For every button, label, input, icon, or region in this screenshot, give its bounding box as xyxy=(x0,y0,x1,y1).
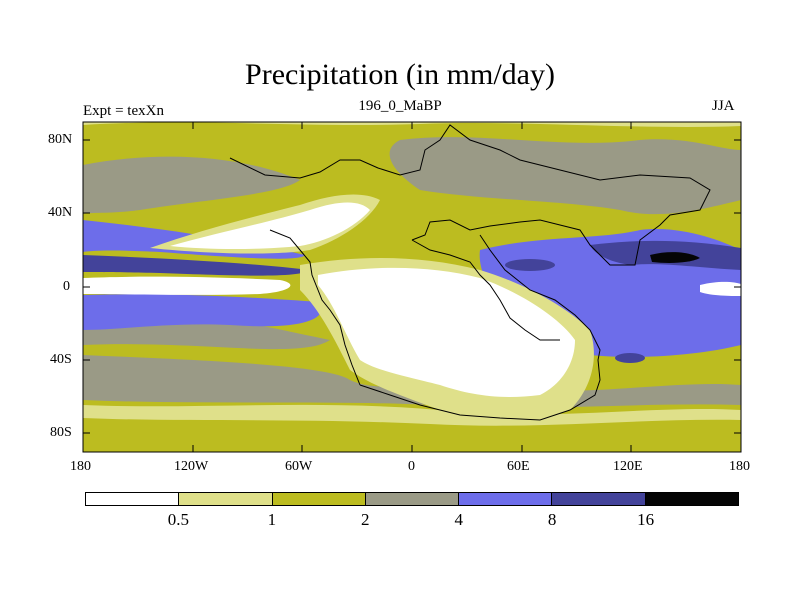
north-polar-light-band xyxy=(83,122,741,127)
colorbar-level-label: 0.5 xyxy=(167,510,190,529)
north-dark-band xyxy=(83,255,310,276)
inner-coast-outline xyxy=(411,239,560,341)
northern-grey-band-2 xyxy=(389,137,741,215)
y-tick-label: 40S xyxy=(50,352,72,367)
colorbar-level-label: 4 xyxy=(454,510,463,529)
x-tick-label: 0 xyxy=(408,459,415,474)
eastern-pacific-dry xyxy=(700,281,741,296)
y-tick-label: 0 xyxy=(63,279,70,294)
western-coast-outline xyxy=(269,229,361,386)
y-tick-label: 40N xyxy=(48,205,73,220)
x-tick-label: 180 xyxy=(70,459,91,474)
colorbar-swatch xyxy=(272,493,366,505)
x-tick-label: 60E xyxy=(507,459,530,474)
central-dry-core xyxy=(318,267,575,397)
colorbar-swatch xyxy=(179,493,273,505)
colorbar-level-label: 1 xyxy=(267,510,277,529)
x-tick-label: 60W xyxy=(285,459,313,474)
map-title: Precipitation (in mm/day) xyxy=(245,58,555,91)
x-tick-label: 120W xyxy=(174,459,209,474)
colorbar-level-label: 2 xyxy=(361,510,370,529)
southern-continent-outline xyxy=(359,234,601,421)
season-label: JJA xyxy=(712,98,735,114)
continent-outlines xyxy=(229,124,711,421)
y-tick-label: 80S xyxy=(50,425,72,440)
east-dark-spot-1 xyxy=(505,259,555,271)
north-dry-core xyxy=(170,202,370,249)
colorbar-swatch xyxy=(552,493,646,505)
colorbar xyxy=(85,492,739,506)
south-tropical-blue xyxy=(83,294,322,330)
south-light-band xyxy=(83,404,741,426)
east-dark-spot-2 xyxy=(615,353,645,363)
colorbar-swatch xyxy=(86,493,180,505)
colorbar-swatch xyxy=(365,493,460,505)
equatorial-dry-band xyxy=(83,276,291,295)
contour-fields xyxy=(83,122,741,452)
experiment-label: Expt = texXn xyxy=(83,103,164,119)
x-tick-label: 120E xyxy=(613,459,643,474)
northern-grey-band xyxy=(83,156,300,214)
max-precip-spot xyxy=(650,252,700,263)
colorbar-swatch xyxy=(645,493,738,505)
axis-ticks xyxy=(83,122,741,452)
y-tick-label: 80N xyxy=(48,132,73,147)
colorbar-level-label: 8 xyxy=(547,510,557,529)
colorbar-level-label: 16 xyxy=(637,510,655,529)
time-label: 196_0_MaBP xyxy=(358,98,442,114)
colorbar-swatch xyxy=(459,493,553,505)
northern-continent-outline xyxy=(229,124,711,266)
x-tick-label: 180 xyxy=(729,459,750,474)
